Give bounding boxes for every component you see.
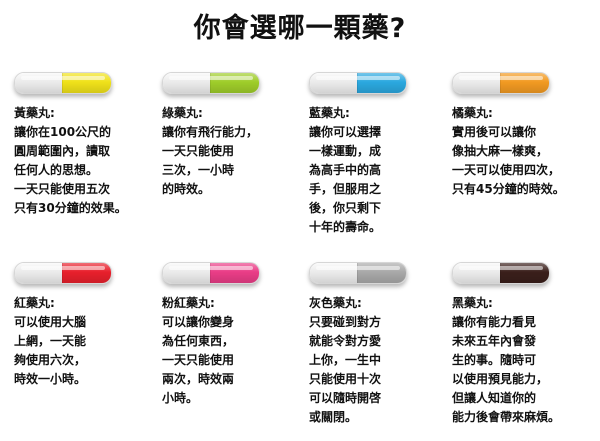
pill-card-red: 紅藥丸: 可以使用大腦 上網，一天能 夠使用六次， 時效一小時。 (14, 262, 156, 389)
pill-description: 讓你可以選擇 一樣運動，成 為高手中的高 手，但服用之 後，你只剩下 十年的壽命… (309, 125, 382, 234)
pill-description: 讓你有飛行能力， 一天只能使用 三次，一小時 的時效。 (162, 125, 259, 196)
pill-card-green: 綠藥丸: 讓你有飛行能力， 一天只能使用 三次，一小時 的時效。 (162, 72, 304, 199)
pill-description: 只要碰到對方 就能令對方愛 上你，一生中 只能使用十次 可以隨時開啓 或關閉。 (309, 315, 382, 424)
gray-pill-icon (309, 262, 407, 284)
pill-description: 讓你在100公尺的 圓周範圍內，讀取 任何人的思想。 一天只能使用五次 只有30… (14, 125, 127, 215)
green-pill-icon (162, 72, 260, 94)
pill-card-pink: 粉紅藥丸: 可以讓你變身 為任何東西， 一天只能使用 兩次，時效兩 小時。 (162, 262, 304, 408)
blue-pill-icon (309, 72, 407, 94)
pill-name: 灰色藥丸: (309, 296, 362, 310)
red-pill-icon (14, 262, 112, 284)
pill-name: 粉紅藥丸: (162, 296, 215, 310)
pill-name: 橘藥丸: (452, 106, 493, 120)
pill-name: 黃藥丸: (14, 106, 55, 120)
pill-name: 藍藥丸: (309, 106, 350, 120)
yellow-pill-icon (14, 72, 112, 94)
pill-card-gray: 灰色藥丸: 只要碰到對方 就能令對方愛 上你，一生中 只能使用十次 可以隨時開啓… (309, 262, 451, 427)
pill-card-blue: 藍藥丸: 讓你可以選擇 一樣運動，成 為高手中的高 手，但服用之 後，你只剩下 … (309, 72, 451, 237)
pill-name: 綠藥丸: (162, 106, 203, 120)
pill-description: 讓你有能力看見 未來五年內會發 生的事。隨時可 以使用預見能力， 但讓人知道你的… (452, 315, 561, 424)
pill-name: 黑藥丸: (452, 296, 493, 310)
orange-pill-icon (452, 72, 550, 94)
pill-card-yellow: 黃藥丸: 讓你在100公尺的 圓周範圍內，讀取 任何人的思想。 一天只能使用五次… (14, 72, 156, 218)
page-title: 你會選哪一顆藥? (193, 13, 407, 44)
pill-description: 可以讓你變身 為任何東西， 一天只能使用 兩次，時效兩 小時。 (162, 315, 235, 405)
pill-description: 可以使用大腦 上網，一天能 夠使用六次， 時效一小時。 (14, 315, 87, 386)
pill-description: 實用後可以讓你 像抽大麻一樣爽， 一天可以使用四次， 只有45分鐘的時效。 (452, 125, 565, 196)
pink-pill-icon (162, 262, 260, 284)
pill-name: 紅藥丸: (14, 296, 55, 310)
pill-card-black: 黑藥丸: 讓你有能力看見 未來五年內會發 生的事。隨時可 以使用預見能力， 但讓… (452, 262, 594, 427)
black-pill-icon (452, 262, 550, 284)
pill-card-orange: 橘藥丸: 實用後可以讓你 像抽大麻一樣爽， 一天可以使用四次， 只有45分鐘的時… (452, 72, 594, 199)
